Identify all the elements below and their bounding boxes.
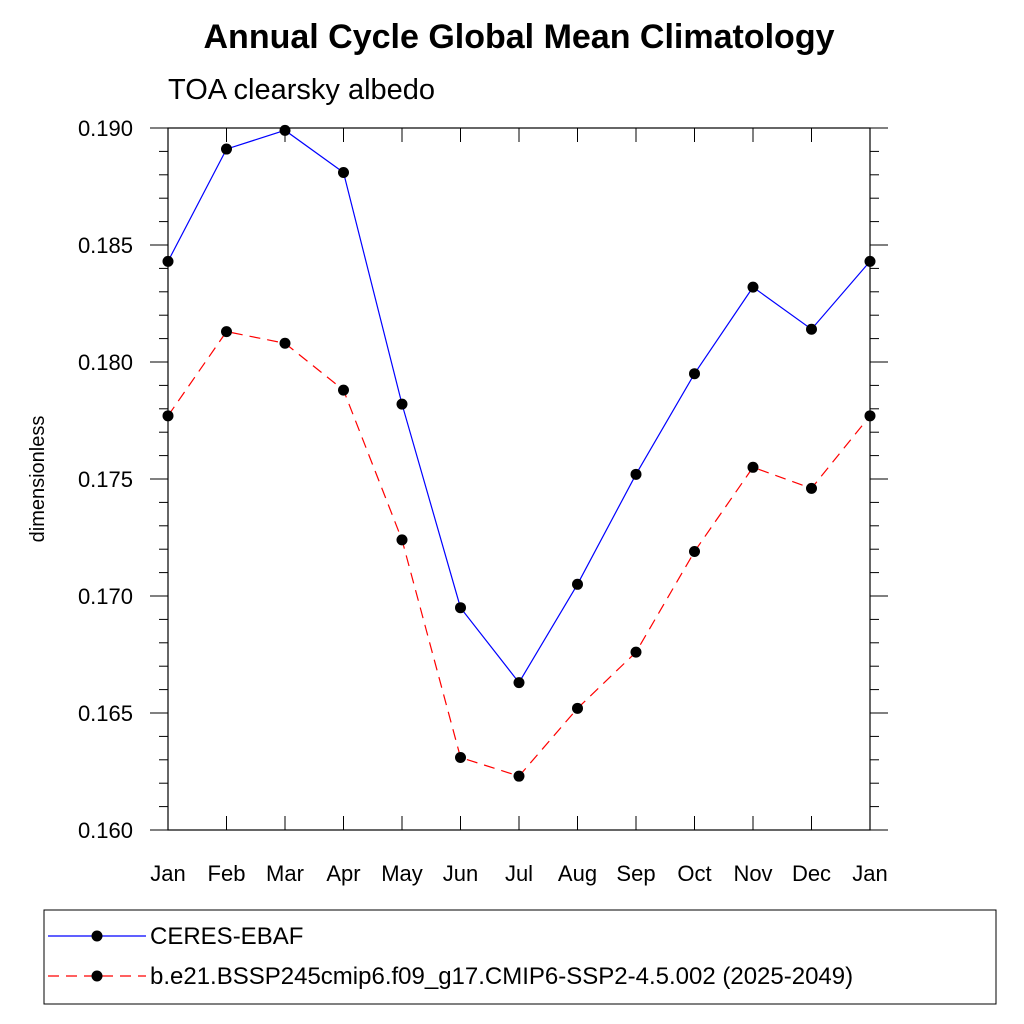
data-point-s1-12 (864, 410, 876, 422)
data-point-s0-3 (338, 166, 349, 178)
x-tick-label: Dec (792, 861, 831, 886)
y-tick-label: 0.160 (78, 818, 133, 843)
data-point-s1-2 (279, 337, 291, 349)
data-point-s1-3 (338, 384, 349, 396)
y-tick-labels: 0.160 0.165 0.170 0.175 0.180 0.185 0.190 (78, 116, 133, 843)
y-axis-label: dimensionless (27, 416, 49, 543)
x-tick-label: Feb (208, 861, 246, 886)
legend-label-1: b.e21.BSSP245cmip6.f09_g17.CMIP6-SSP2-4.… (150, 963, 853, 990)
data-point-s1-8 (630, 646, 642, 658)
x-tick-label: Nov (733, 861, 772, 886)
data-point-s1-5 (455, 751, 466, 763)
x-tick-label: Mar (266, 861, 304, 886)
x-tick-label: Sep (616, 861, 655, 886)
y-tick-label: 0.190 (78, 116, 133, 141)
chart-subtitle: TOA clearsky albedo (168, 74, 435, 106)
data-point-s1-4 (396, 534, 408, 546)
legend-marker-1 (91, 970, 103, 982)
x-tick-label: May (381, 861, 423, 886)
data-point-s0-2 (279, 124, 291, 136)
x-tick-label: Jul (505, 861, 533, 886)
series-line-1 (167, 330, 871, 777)
data-point-s0-4 (396, 398, 408, 410)
data-point-s0-9 (689, 368, 700, 380)
legend-box (43, 909, 997, 1005)
data-point-s1-6 (513, 770, 525, 782)
series-layer (162, 124, 876, 782)
data-point-s0-0 (162, 255, 174, 267)
x-tick-label: Jan (150, 861, 185, 886)
legend-marker-0 (91, 930, 103, 942)
data-point-s0-1 (221, 143, 232, 155)
data-point-s0-8 (630, 468, 642, 480)
x-tick-labels: Jan Feb Mar Apr May Jun Jul Aug Sep Oct Nov Dec Jan (150, 861, 887, 886)
x-tick-label: Oct (677, 861, 711, 886)
data-point-s0-6 (513, 677, 525, 689)
data-point-s1-1 (221, 326, 232, 338)
series-line-0 (167, 129, 871, 684)
data-point-s0-11 (806, 323, 817, 335)
data-point-s0-5 (455, 602, 466, 614)
legend: CERES-EBAF b.e21.BSSP245cmip6.f09_g17.CM… (43, 909, 997, 1005)
y-tick-label: 0.165 (78, 701, 133, 726)
y-tick-label: 0.180 (78, 350, 133, 375)
x-tick-label: Jan (852, 861, 887, 886)
data-point-s1-11 (806, 482, 817, 494)
data-point-s0-12 (864, 255, 876, 267)
x-tick-label: Aug (558, 861, 597, 886)
data-point-s1-10 (747, 461, 759, 473)
plot-frame (167, 127, 871, 831)
y-tick-label: 0.175 (78, 467, 133, 492)
data-point-s1-7 (572, 702, 583, 714)
axis-ticks (150, 127, 888, 831)
chart-title: Annual Cycle Global Mean Climatology (204, 18, 835, 56)
x-tick-label: Jun (443, 861, 478, 886)
data-point-s1-0 (162, 410, 174, 422)
y-tick-label: 0.185 (78, 233, 133, 258)
x-tick-label: Apr (326, 861, 360, 886)
legend-label-0: CERES-EBAF (150, 923, 303, 950)
y-tick-label: 0.170 (78, 584, 133, 609)
data-point-s1-9 (689, 546, 700, 558)
data-point-s0-7 (572, 578, 583, 590)
data-point-s0-10 (747, 281, 759, 293)
